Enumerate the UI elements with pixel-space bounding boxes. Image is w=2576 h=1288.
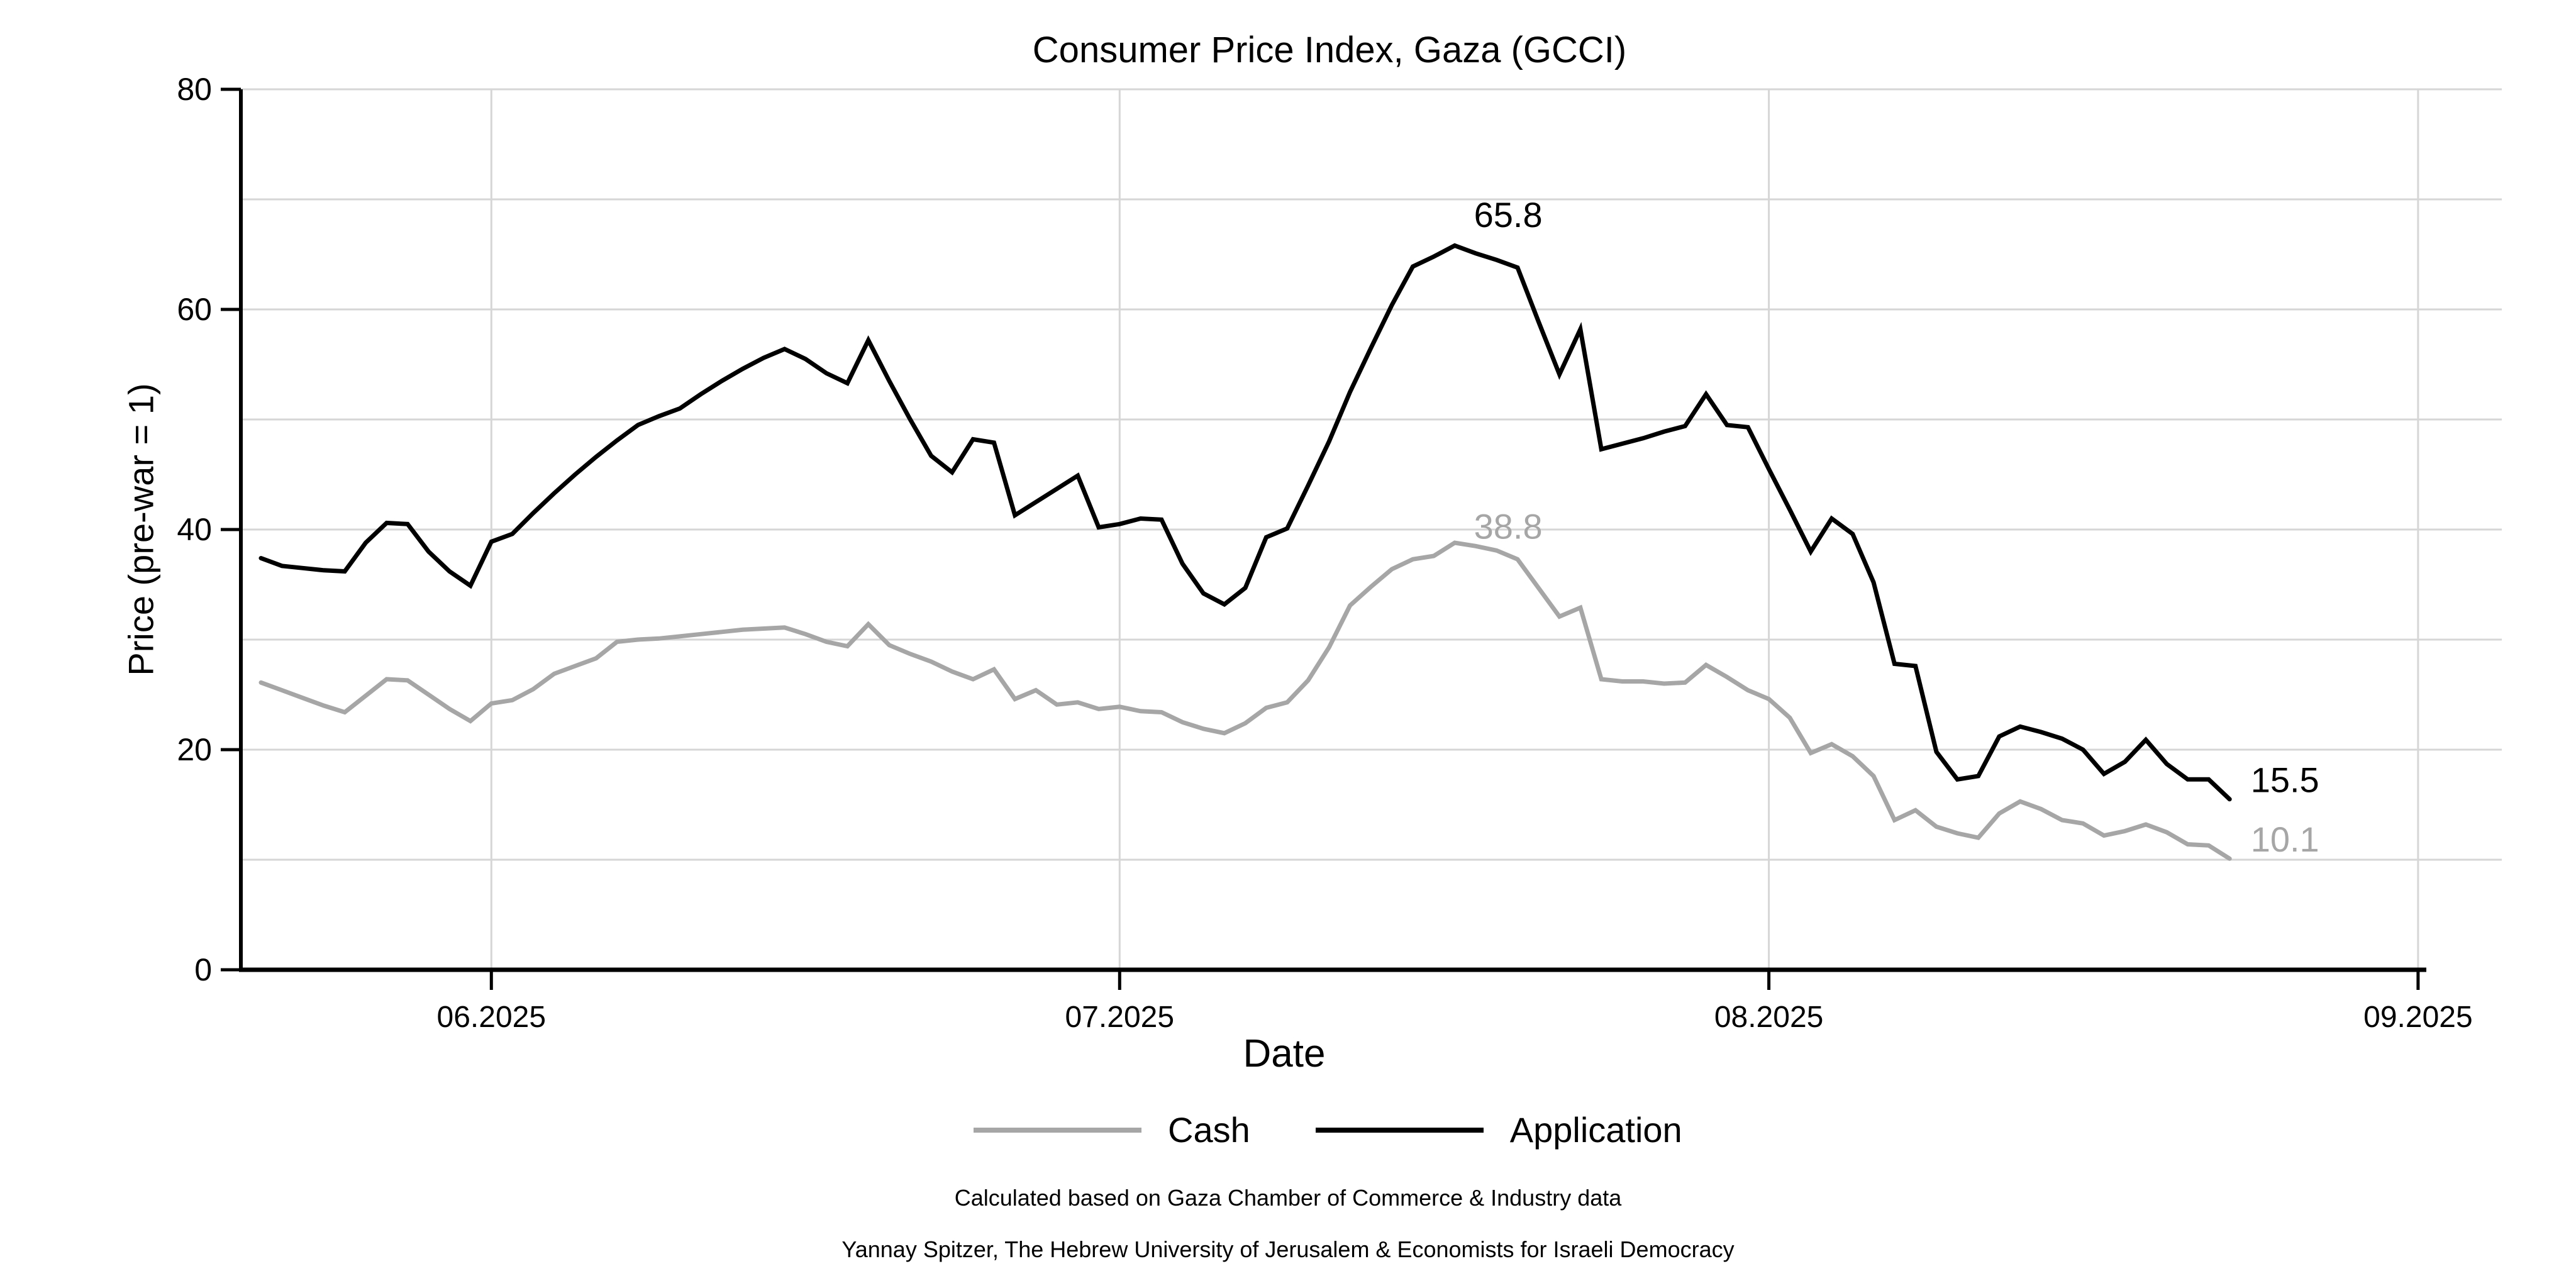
footnote-credit: Yannay Spitzer, The Hebrew University of… bbox=[841, 1236, 1735, 1262]
legend-label-application: Application bbox=[1509, 1110, 1682, 1150]
legend-item-application: Application bbox=[1315, 1109, 1682, 1150]
annotation-application-15.5: 15.5 bbox=[2251, 760, 2319, 799]
x-axis-title: Date bbox=[1243, 1032, 1326, 1075]
annotation-application-65.8: 65.8 bbox=[1474, 195, 1543, 235]
x-tick-label-07.2025: 07.2025 bbox=[1065, 1001, 1175, 1034]
application-line-swatch bbox=[1315, 1127, 1484, 1133]
y-tick-label-80: 80 bbox=[177, 72, 212, 107]
y-tick-label-60: 60 bbox=[177, 292, 212, 327]
legend-item-cash: Cash bbox=[974, 1109, 1250, 1150]
legend-label-cash: Cash bbox=[1168, 1110, 1250, 1150]
x-tick-label-06.2025: 06.2025 bbox=[437, 1001, 547, 1034]
series-line-application bbox=[258, 243, 2232, 802]
y-tick-label-20: 20 bbox=[177, 732, 212, 767]
chart-title: Consumer Price Index, Gaza (GCCI) bbox=[1032, 30, 1627, 70]
x-tick-label-09.2025: 09.2025 bbox=[2363, 1001, 2473, 1034]
x-tick-label-08.2025: 08.2025 bbox=[1714, 1001, 1824, 1034]
annotation-cash-10.1: 10.1 bbox=[2251, 819, 2319, 859]
y-tick-label-0: 0 bbox=[194, 952, 212, 987]
cash-line-swatch bbox=[974, 1127, 1141, 1133]
series-line-cash bbox=[258, 540, 2232, 861]
annotation-cash-38.8: 38.8 bbox=[1474, 507, 1543, 547]
y-tick-label-40: 40 bbox=[177, 512, 212, 547]
y-axis-title: Price (pre-war = 1) bbox=[121, 383, 161, 676]
legend: Cash Application bbox=[974, 1109, 1682, 1150]
footnote-source: Calculated based on Gaza Chamber of Comm… bbox=[954, 1185, 1622, 1211]
